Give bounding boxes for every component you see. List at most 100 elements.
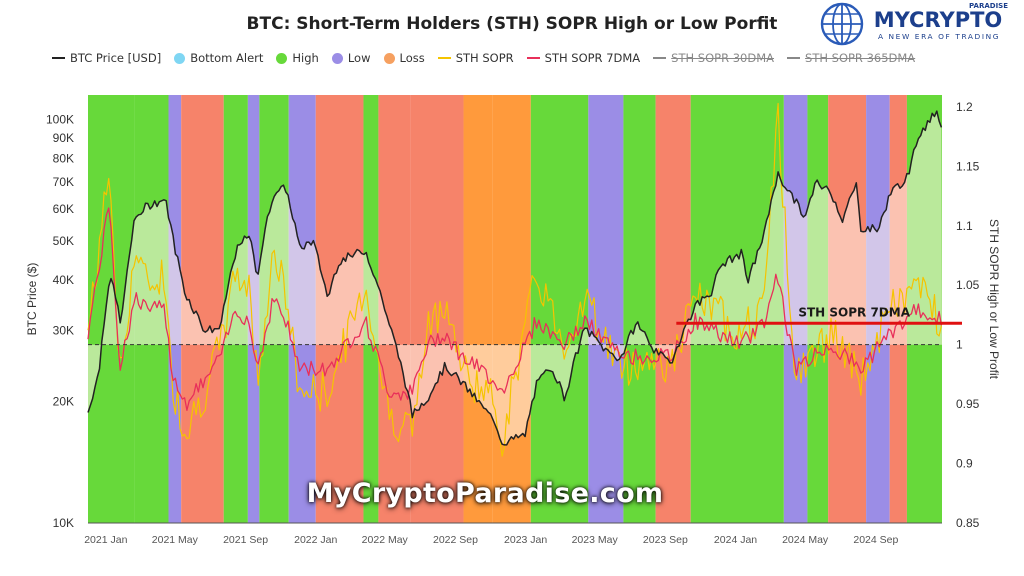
chart-legend: BTC Price [USD] Bottom Alert High Low Loss ST… [52,49,928,67]
logo-tag: PARADISE [969,2,1008,10]
annotation-label: STH SOPR 7DMA [798,305,910,319]
logo-name: MYCRYPTO [874,8,1003,32]
x-tick-label: 2021 Sep [223,534,268,546]
legend-marker [331,52,343,64]
legend-label: STH SOPR 365DMA [805,51,916,65]
regime-band [866,95,890,523]
x-tick-label: 2023 May [572,534,619,546]
y-right-axis-label: STH SOPR High or Low Profit [987,219,1001,380]
legend-marker [383,52,395,64]
regime-band [410,95,464,523]
globe-icon [820,2,864,46]
regime-band [588,95,624,523]
regime-band [168,95,182,523]
y-left-tick-label: 90K [53,131,74,145]
price-area-fill [88,111,942,445]
y-left-tick-label: 60K [53,202,74,216]
legend-marker [526,57,540,59]
regime-band [181,95,224,523]
x-tick-label: 2022 Sep [433,534,478,546]
x-tick-label: 2024 May [782,534,829,546]
x-tick-label: 2023 Sep [643,534,688,546]
legend-marker [437,57,451,59]
legend-marker [174,52,186,64]
y-right-tick-label: 1 [956,338,963,352]
regime-band [828,95,867,523]
legend-item[interactable]: STH SOPR 365DMA [787,51,915,65]
y-right-tick-label: 1.05 [956,278,980,292]
y-right-tick-label: 0.85 [956,516,980,530]
regime-band [288,95,316,523]
legend-label: High [292,51,319,65]
regime-bands [88,95,942,523]
btc-price-series [87,110,943,446]
y-left-tick-label: 10K [53,516,74,530]
logo-slogan: A NEW ERA OF TRADING [878,32,1000,41]
sth-sopr-7dma-line [87,207,943,411]
x-tick-label: 2024 Sep [853,534,898,546]
legend-label: Low [347,51,371,65]
legend-marker [276,52,288,64]
regime-band [134,95,169,523]
y-left-tick-label: 70K [53,175,74,189]
regime-band [655,95,691,523]
regime-band [807,95,829,523]
legend-marker [787,57,801,59]
legend-label: Loss [399,51,425,65]
regime-band [247,95,260,523]
x-tick-label: 2021 Jan [84,534,127,546]
regime-band [906,95,942,523]
regime-band [783,95,808,523]
y-left-tick-label: 40K [53,273,74,287]
legend-item[interactable]: STH SOPR 7DMA [526,51,641,65]
legend-item[interactable]: Bottom Alert [174,51,263,65]
regime-band [463,95,493,523]
legend-label: Bottom Alert [190,51,264,65]
x-tick-label: 2022 May [362,534,409,546]
y-right-tick-label: 1.2 [956,100,973,114]
y-right-tick-label: 0.9 [956,457,973,471]
watermark-text: MyCryptoParadise.com [306,478,664,509]
legend-label: BTC Price [USD] [70,51,162,65]
regime-band [623,95,656,523]
regime-band [530,95,589,523]
legend-item[interactable]: Loss [383,51,425,65]
x-tick-label: 2023 Jan [504,534,547,546]
y-left-tick-label: 50K [53,234,74,248]
legend-item[interactable]: STH SOPR 30DMA [653,51,774,65]
legend-label: STH SOPR 7DMA [544,51,641,65]
regime-band [259,95,289,523]
x-tick-label: 2021 May [152,534,199,546]
y-left-tick-label: 80K [53,152,74,166]
x-tick-label: 2024 Jan [714,534,757,546]
regime-band [492,95,531,523]
btc-price-line [87,110,943,446]
regime-band [223,95,248,523]
legend-item[interactable]: High [276,51,319,65]
regime-band [690,95,784,523]
y-left-tick-label: 30K [53,323,74,337]
mycrypto-logo: PARADISE MYCRYPTO A NEW ERA OF TRADING [820,2,1008,46]
sth-sopr-7dma-series [87,207,943,411]
price-sopr-fill [88,111,942,445]
y-right-tick-label: 1.1 [956,219,973,233]
regime-band [889,95,907,523]
sth-sopr-line [87,102,942,457]
annotation-layer: STH SOPR 7DMA [676,305,962,325]
y-right-tick-label: 1.15 [956,159,980,173]
legend-marker [52,57,65,59]
legend-item[interactable]: BTC Price [USD] [52,51,161,65]
y-left-axis-label: BTC Price ($) [25,263,39,336]
regime-band [88,95,135,523]
regime-band [315,95,364,523]
legend-item[interactable]: Low [331,51,371,65]
legend-label: STH SOPR 30DMA [671,51,775,65]
sth-sopr-series [87,102,942,457]
y-left-tick-label: 100K [46,112,74,126]
y-left-tick-label: 20K [53,395,74,409]
legend-item[interactable]: STH SOPR [437,51,514,65]
y-right-tick-label: 0.95 [956,397,980,411]
chart-title: BTC: Short-Term Holders (STH) SOPR High … [246,14,778,34]
x-tick-label: 2022 Jan [294,534,337,546]
legend-marker [653,57,667,59]
